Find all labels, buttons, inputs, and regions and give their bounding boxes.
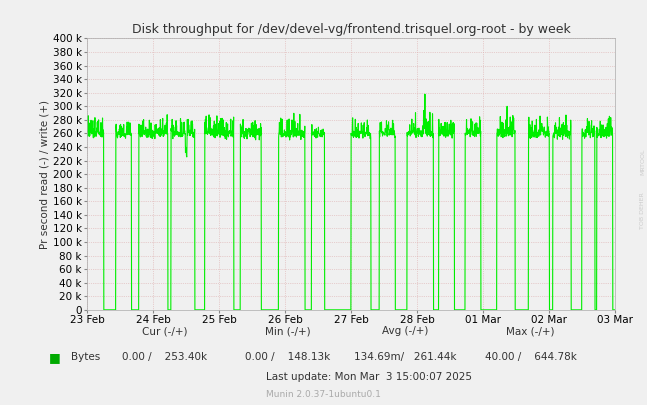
Text: Max (-/+): Max (-/+) <box>507 326 554 336</box>
Text: Min (-/+): Min (-/+) <box>265 326 311 336</box>
Text: Last update: Mon Mar  3 15:00:07 2025: Last update: Mon Mar 3 15:00:07 2025 <box>266 373 472 382</box>
Text: MRTOOL: MRTOOL <box>640 149 645 175</box>
Text: Bytes: Bytes <box>71 352 100 362</box>
Text: 0.00 /    253.40k: 0.00 / 253.40k <box>122 352 208 362</box>
Text: TOB DEHER: TOB DEHER <box>640 192 645 229</box>
Title: Disk throughput for /dev/devel-vg/frontend.trisquel.org-root - by week: Disk throughput for /dev/devel-vg/fronte… <box>131 23 571 36</box>
Text: 134.69m/   261.44k: 134.69m/ 261.44k <box>355 352 457 362</box>
Text: Cur (-/+): Cur (-/+) <box>142 326 188 336</box>
Text: Avg (-/+): Avg (-/+) <box>382 326 429 336</box>
Text: ■: ■ <box>49 351 60 364</box>
Y-axis label: Pr second read (-) / write (+): Pr second read (-) / write (+) <box>40 100 50 249</box>
Text: 0.00 /    148.13k: 0.00 / 148.13k <box>245 352 331 362</box>
Text: 40.00 /    644.78k: 40.00 / 644.78k <box>485 352 576 362</box>
Text: Munin 2.0.37-1ubuntu0.1: Munin 2.0.37-1ubuntu0.1 <box>266 390 381 399</box>
